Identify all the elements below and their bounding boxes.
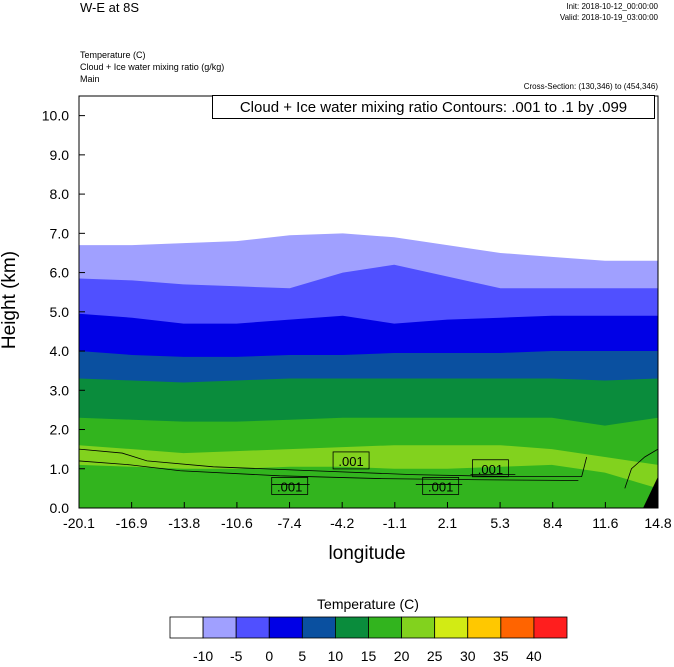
colorbar-swatch (268, 616, 303, 639)
chart-title: W-E at 8S (80, 0, 140, 15)
colorbar-swatch (235, 616, 270, 639)
temperature-band-25 (79, 464, 658, 508)
colorbar-swatch (169, 616, 204, 639)
contour-label-box (332, 451, 370, 470)
cloud-contour-line (78, 460, 579, 481)
colorbar-label: 35 (493, 648, 509, 664)
colorbar-label: 15 (361, 648, 377, 664)
colorbar-swatch (401, 616, 436, 639)
x-tick-label: 2.1 (438, 515, 458, 531)
y-tick-label: 3.0 (50, 382, 70, 398)
colorbar-swatch (368, 616, 402, 639)
colorbar-label: -10 (193, 648, 213, 664)
contour-label: .001 (428, 479, 453, 494)
x-tick-label: 5.3 (490, 515, 510, 531)
contour-label: .001 (277, 479, 302, 494)
colorbar-swatch (500, 616, 535, 639)
y-tick-label: 6.0 (50, 265, 70, 281)
contour-info-box: Cloud + Ice water mixing ratio Contours:… (212, 95, 655, 119)
y-tick-label: 10.0 (42, 108, 69, 124)
field-label-cloud-ice: Cloud + Ice water mixing ratio (g/kg) (80, 62, 225, 72)
colorbar-label: 30 (460, 648, 476, 664)
colorbar-title: Temperature (C) (317, 596, 419, 612)
cross-section-label: Cross-Section: (130,346) to (454,346) (523, 82, 658, 91)
contour-label-box (422, 477, 460, 495)
colorbar-swatch (533, 616, 568, 639)
x-axis-label: longitude (328, 543, 406, 564)
x-tick-label: -4.2 (330, 515, 354, 531)
contour-label-box (271, 477, 309, 495)
colorbar-label: -5 (230, 648, 243, 664)
contour-label-box (472, 459, 509, 478)
colorbar-swatch (434, 616, 469, 639)
field-label-temperature: Temperature (C) (80, 50, 146, 60)
colorbar-swatch (202, 616, 237, 639)
x-tick-label: 11.6 (592, 515, 618, 531)
colorbar-swatch (335, 616, 369, 639)
colorbar-swatch (467, 616, 502, 639)
contour-label: .001 (478, 462, 503, 477)
y-tick-label: 8.0 (50, 186, 70, 202)
colorbar-label: 40 (526, 648, 542, 664)
y-tick-label: 2.0 (50, 422, 70, 438)
init-time-label: Init: 2018-10-12_00:00:00 (566, 2, 658, 11)
x-tick-label: -7.4 (277, 515, 301, 531)
colorbar-label: 20 (394, 648, 410, 664)
y-tick-label: 4.0 (50, 343, 70, 359)
colorbar-swatch (301, 616, 336, 639)
field-label-main: Main (80, 74, 100, 84)
colorbar-label: 25 (427, 648, 443, 664)
x-tick-label: -13.8 (168, 515, 200, 531)
cloud-contour-line (78, 448, 588, 478)
x-tick-label: -20.1 (63, 515, 95, 531)
cloud-contour-line (624, 448, 659, 489)
y-tick-label: 1.0 (50, 461, 70, 477)
y-axis-label: Height (km) (0, 250, 20, 350)
valid-time-label: Valid: 2018-10-19_03:00:00 (559, 13, 658, 22)
y-tick-label: 7.0 (50, 225, 70, 241)
y-tick-label: 9.0 (50, 147, 70, 163)
y-tick-label: 5.0 (50, 304, 70, 320)
x-tick-label: -1.1 (383, 515, 407, 531)
colorbar-label: 0 (265, 648, 273, 664)
colorbar-label: 5 (298, 648, 306, 664)
x-tick-label: 8.4 (543, 515, 563, 531)
colorbar-label: 10 (328, 648, 344, 664)
x-tick-label: -10.6 (221, 515, 253, 531)
terrain-mask (643, 476, 658, 508)
x-tick-label: -16.9 (116, 515, 148, 531)
contour-label: .001 (338, 454, 363, 469)
y-tick-label: 0.0 (50, 500, 70, 516)
x-tick-label: 14.8 (644, 515, 671, 531)
